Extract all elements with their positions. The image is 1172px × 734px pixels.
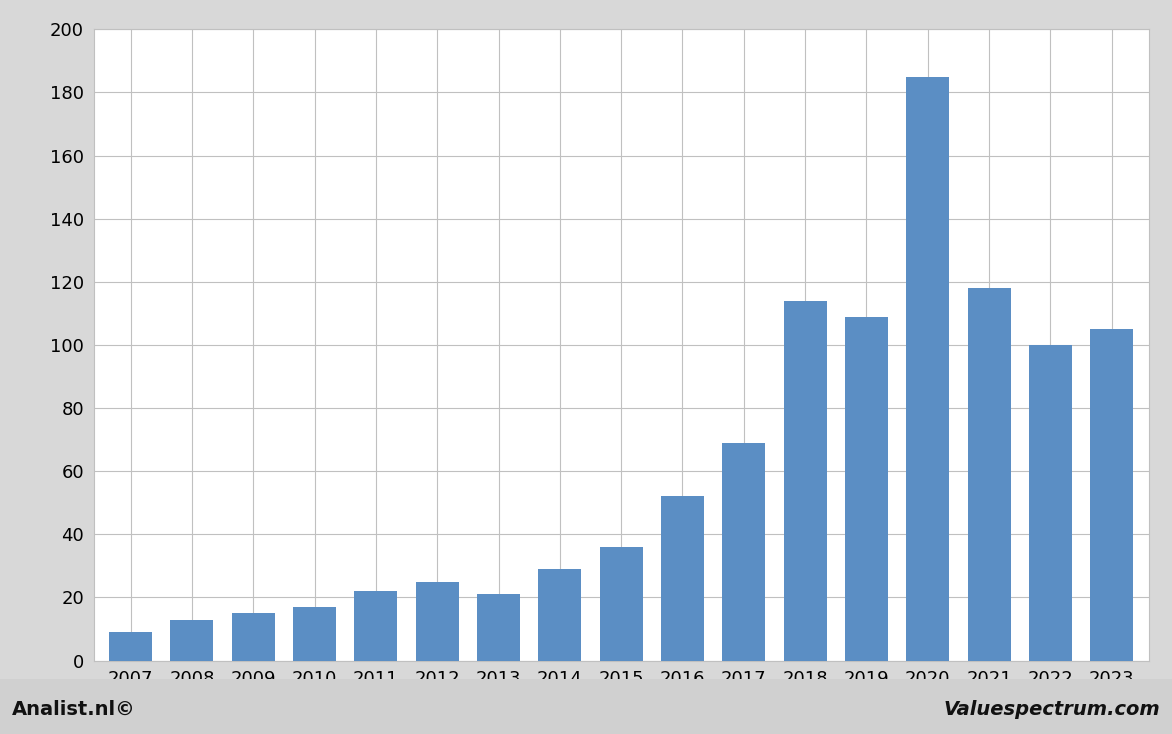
Text: Valuespectrum.com: Valuespectrum.com	[943, 700, 1160, 719]
Bar	[170, 619, 213, 661]
Bar	[1090, 329, 1133, 661]
Bar	[722, 443, 765, 661]
Bar	[845, 316, 888, 661]
Bar	[661, 496, 704, 661]
Bar	[416, 581, 458, 661]
Bar	[477, 595, 520, 661]
Bar	[538, 569, 581, 661]
Bar	[906, 77, 949, 661]
Text: Analist.nl©: Analist.nl©	[12, 700, 136, 719]
Bar	[293, 607, 336, 661]
Bar	[600, 547, 642, 661]
Bar	[968, 288, 1010, 661]
Bar	[1029, 345, 1072, 661]
Bar	[232, 614, 274, 661]
Bar	[109, 632, 152, 661]
Bar	[354, 591, 397, 661]
Bar	[784, 301, 826, 661]
